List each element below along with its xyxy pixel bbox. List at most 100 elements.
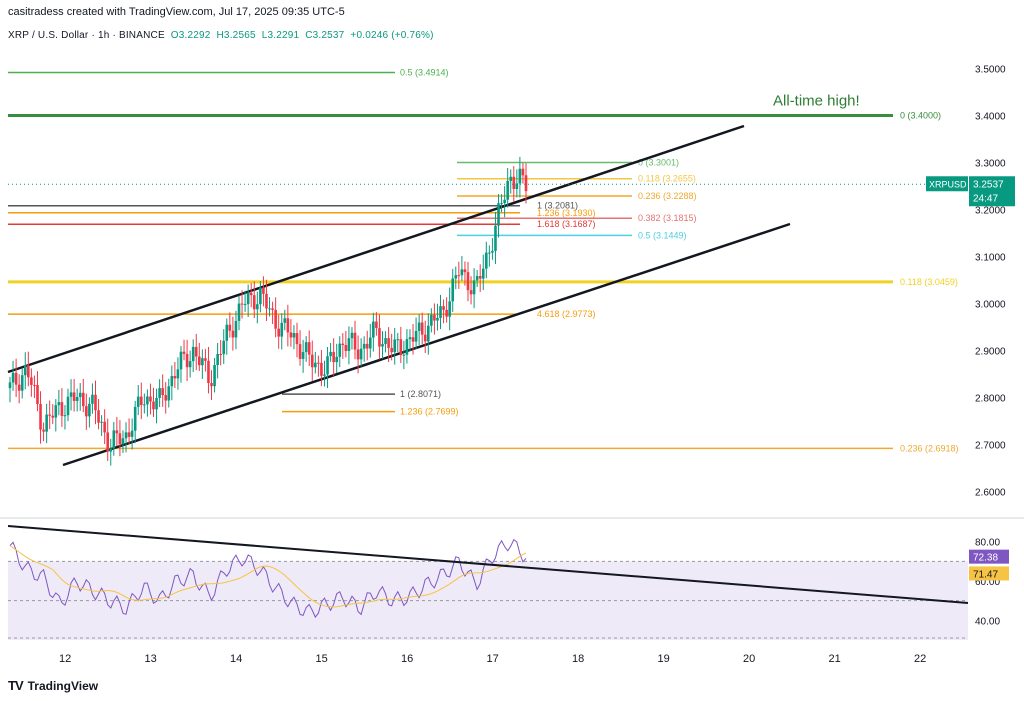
candle-body [506,180,509,200]
candle-body [207,360,210,384]
candle-body [521,168,525,176]
candle-body [491,250,494,253]
candle-body [81,392,85,407]
fib-level-label: 0 (3.3001) [638,157,679,167]
price-tick-label: 3.1000 [975,253,1006,264]
candle-body [11,372,15,383]
candle-body [451,278,455,302]
candle-body [387,338,390,348]
candle-body [509,176,513,181]
candle-body [66,396,70,416]
candle-body [436,317,439,321]
candle-body [45,414,48,432]
candle-body [481,268,485,279]
candle-body [112,430,116,449]
time-tick-label: 18 [572,653,584,665]
candle-body [393,339,397,353]
candle-body [60,402,64,416]
candle-body [423,334,427,342]
candle-body [124,432,128,439]
candle-body [414,330,418,342]
candle-body [310,354,314,368]
candle-body [442,306,445,310]
candle-body [420,322,424,335]
candle-body [262,287,265,294]
candle-body [292,333,296,338]
time-tick-label: 17 [487,653,499,665]
channel-lower-line [62,222,791,467]
candle-body [268,308,271,310]
candle-body [94,394,97,411]
candle-body [194,346,198,357]
time-tick-label: 12 [59,653,71,665]
candle-body [433,314,436,321]
attribution-header: casitradess created with TradingView.com… [8,6,345,18]
fib-level-label: 1.618 (3.1687) [537,219,596,229]
brand-footer: TV TradingView [8,678,98,693]
fib-level-label: 4.618 (2.9773) [537,309,596,319]
candle-body [161,388,164,396]
time-tick-label: 20 [743,653,755,665]
candle-body [210,383,213,387]
symbol-badge [926,176,968,192]
candle-body [158,388,161,398]
candle-body [524,175,528,192]
candle-body [164,395,168,401]
candle-body [133,406,137,431]
candle-body [372,321,375,338]
candle-body [478,276,482,279]
candle-body [51,415,55,418]
candle-body [201,358,204,366]
time-tick-label: 14 [230,653,242,665]
open-value: O3.2292 [170,30,211,41]
candle-body [23,365,27,376]
candle-body [512,176,516,190]
candle-body [518,168,522,184]
candle-body [298,344,302,359]
ath-annotation: All-time high! [773,93,860,110]
candle-body [350,332,354,339]
candle-body [170,376,174,387]
candle-body [323,374,326,376]
candle-body [173,376,177,379]
candle-body [307,342,311,355]
low-value: L3.2291 [261,30,300,41]
candle-body [411,337,415,342]
candle-body [494,225,497,251]
candle-body [301,352,305,359]
candle-body [121,438,125,445]
candle-body [259,287,262,305]
time-tick-label: 22 [914,653,926,665]
candle-body [457,275,461,277]
candle-body [463,269,467,273]
candle-body [384,338,387,344]
candle-body [48,414,51,416]
candle-body [69,392,73,397]
fib-level-label: 1.236 (3.1930) [537,208,596,218]
candle-body [408,337,412,340]
candle-body [118,433,122,445]
rsi-ma-text: 71.47 [973,569,998,580]
candle-body [417,322,421,331]
candle-body [271,308,274,310]
candle-body [265,293,268,309]
rsi-trendline [7,525,969,604]
candle-body [378,328,381,347]
candle-body [515,183,519,190]
candle-body [249,292,253,296]
channel-upper-line [7,124,745,374]
candle-body [295,333,299,345]
candle-body [280,322,284,337]
countdown-badge-value: 24:47 [973,193,998,204]
candle-body [39,404,42,430]
fib-level-label: 1.236 (2.7699) [400,407,459,417]
price-tick-label: 3.3000 [975,159,1006,170]
candle-body [500,203,503,205]
fib-level-label: 1 (3.2081) [537,201,578,211]
candle-body [237,303,241,321]
candle-body [20,375,24,391]
candle-body [182,351,186,354]
high-value: H3.2565 [216,30,256,41]
candle-body [63,415,67,417]
